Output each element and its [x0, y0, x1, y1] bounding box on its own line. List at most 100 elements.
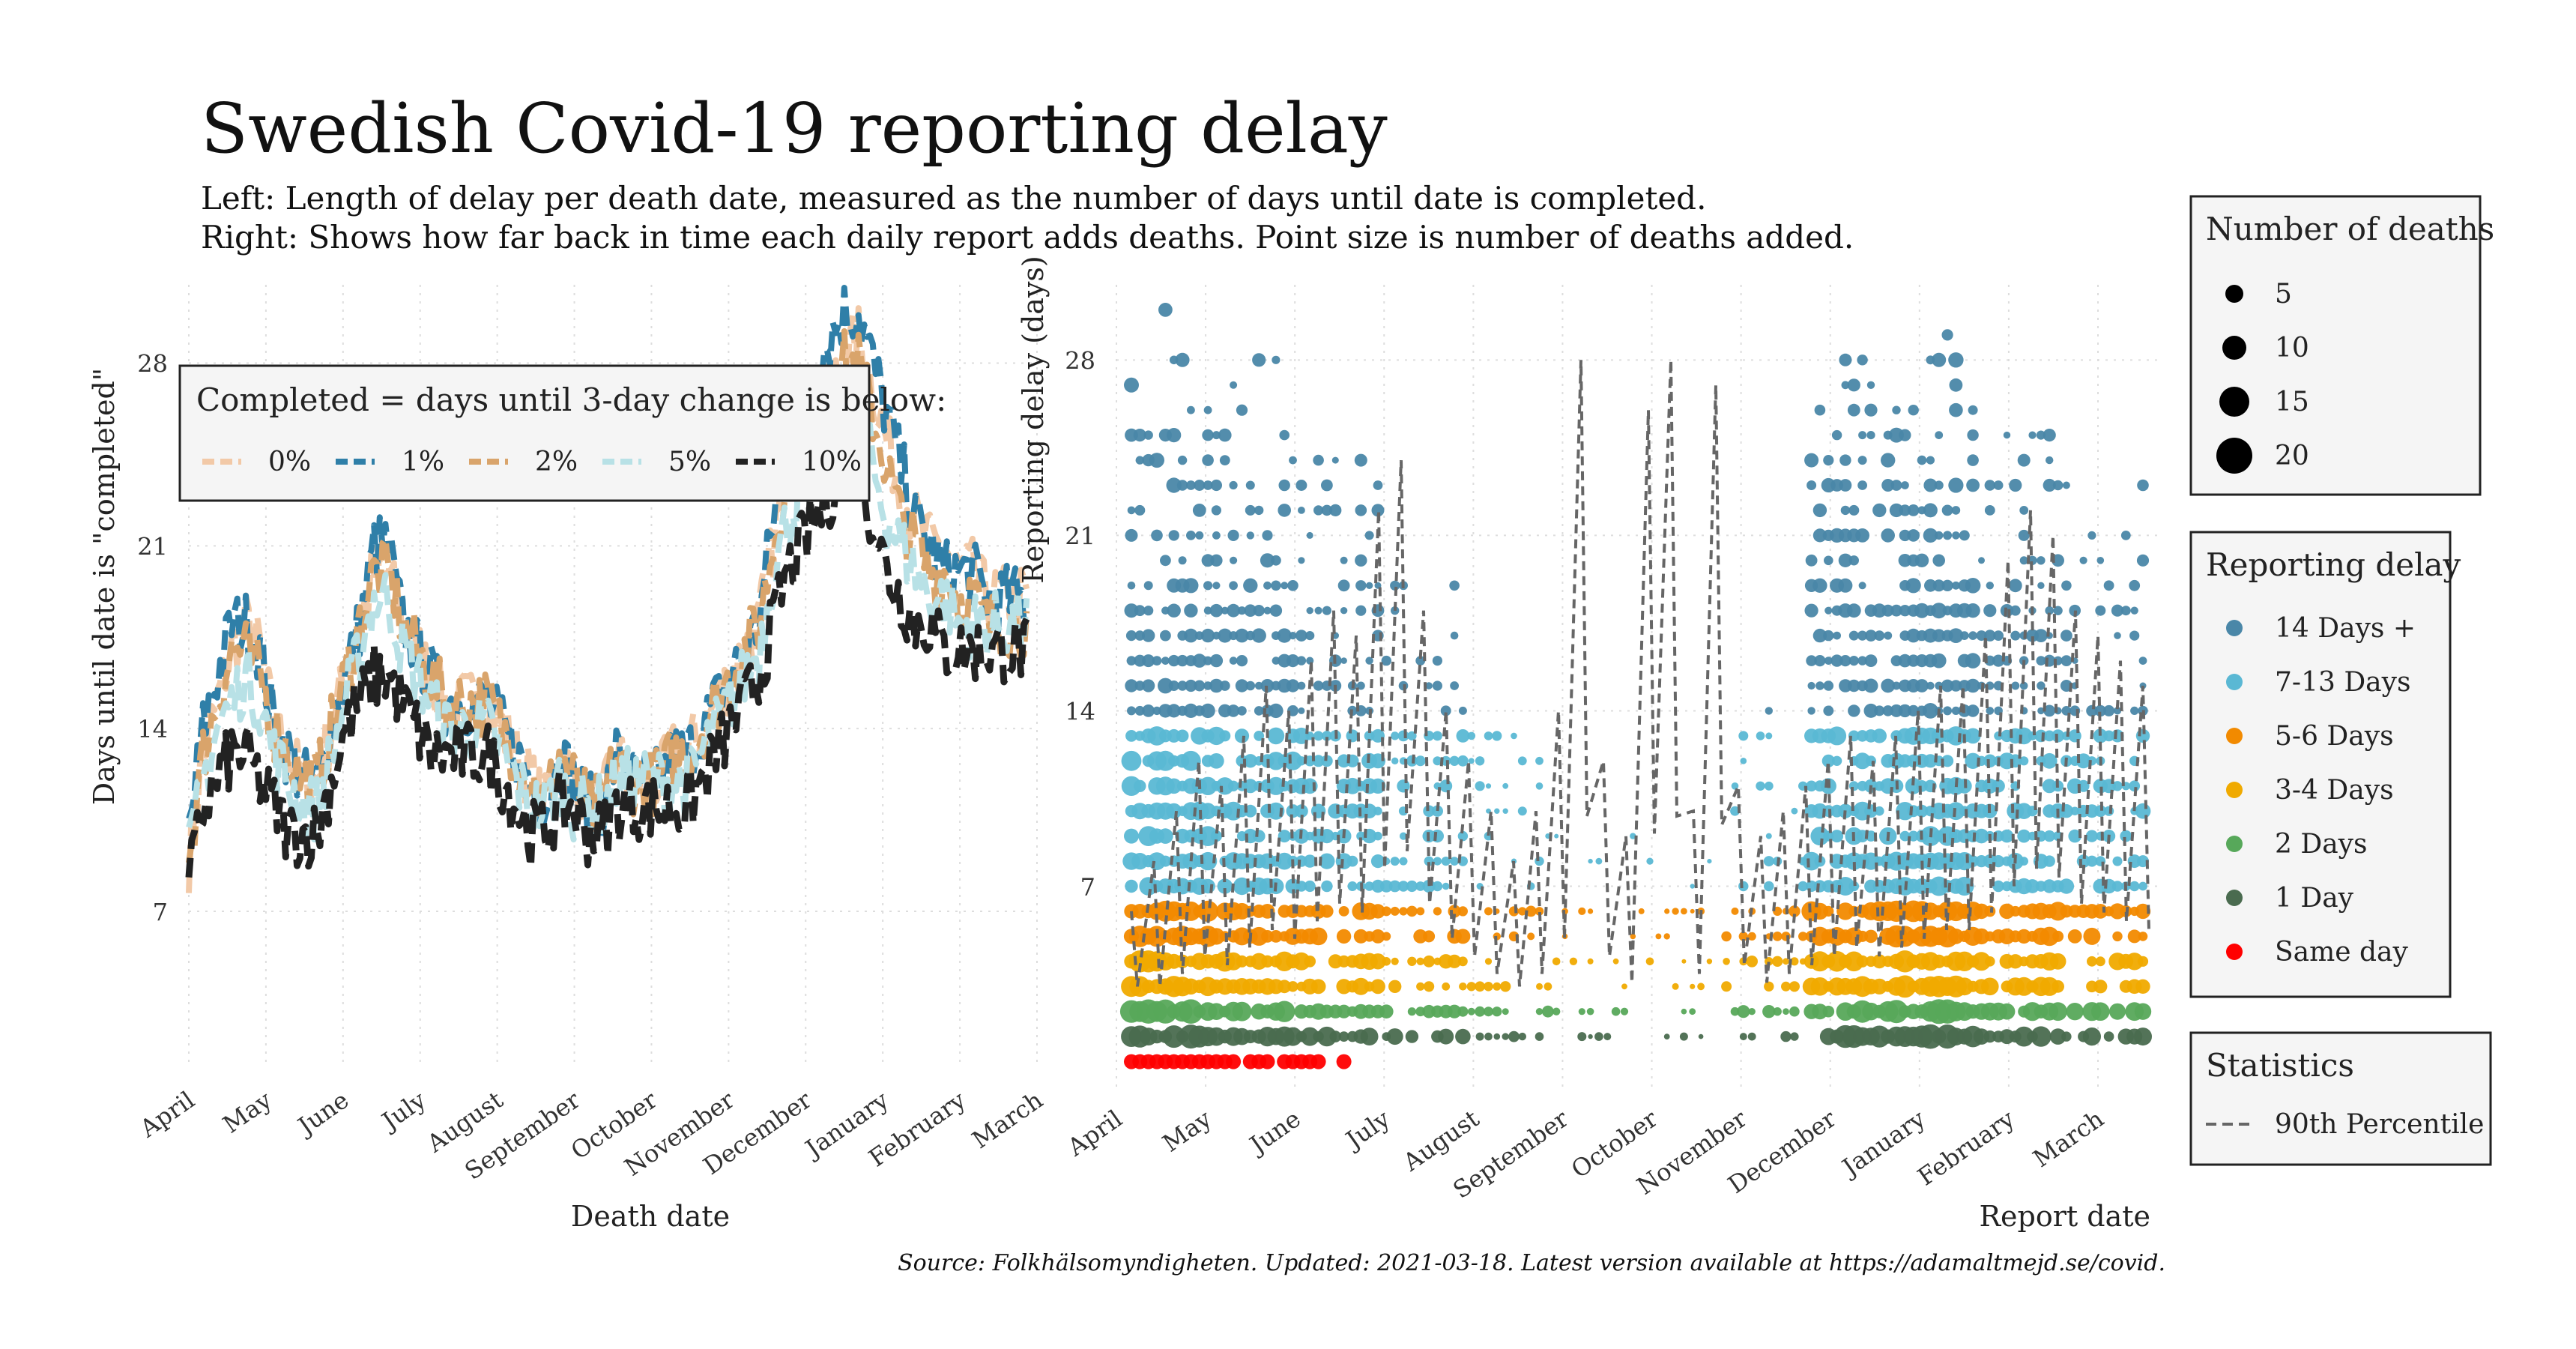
scatter-point	[1992, 855, 2005, 868]
scatter-point	[1298, 507, 1305, 514]
scatter-point	[1872, 603, 1887, 618]
color-legend-label: 2 Days	[2275, 829, 2368, 860]
scatter-point	[1823, 830, 1834, 842]
scatter-point	[1949, 378, 1963, 392]
scatter-point	[1690, 884, 1695, 889]
scatter-point	[2003, 431, 2011, 439]
scatter-point	[1985, 956, 1995, 967]
left-y-tick-label: 7	[153, 898, 168, 926]
series-line-5%	[186, 387, 1030, 843]
scatter-point	[1203, 581, 1213, 591]
scatter-point	[1124, 828, 1139, 844]
scatter-point	[1142, 704, 1155, 717]
scatter-point	[1364, 531, 1374, 540]
scatter-point	[1233, 877, 1251, 896]
scatter-point	[1475, 1032, 1484, 1041]
color-legend-key	[2226, 782, 2243, 798]
scatter-point	[2093, 728, 2108, 743]
size-legend-key	[2222, 336, 2246, 360]
scatter-point	[1747, 1032, 1756, 1041]
scatter-point	[2138, 657, 2147, 665]
left-legend-title: Completed = days until 3-day change is b…	[196, 381, 946, 418]
scatter-point	[1950, 680, 1962, 692]
scatter-point	[1166, 477, 1182, 493]
scatter-point	[1908, 405, 1919, 416]
scatter-point	[1267, 727, 1285, 745]
scatter-point	[1948, 628, 1964, 643]
scatter-point	[2049, 1002, 2068, 1021]
scatter-point	[1924, 579, 1937, 592]
scatter-point	[1192, 504, 1206, 517]
scatter-point	[2130, 706, 2139, 716]
scatter-point	[1219, 680, 1230, 691]
scatter-point	[1245, 504, 1256, 516]
scatter-point	[1347, 881, 1358, 891]
scatter-point	[1899, 504, 1911, 516]
scatter-point	[1298, 707, 1305, 714]
scatter-point	[1340, 607, 1348, 615]
scatter-point	[1295, 905, 1308, 918]
scatter-point	[1611, 1007, 1621, 1016]
scatter-point	[1923, 503, 1938, 518]
scatter-point	[1830, 830, 1844, 843]
scatter-point	[1655, 933, 1662, 940]
scatter-point	[1300, 1027, 1319, 1046]
scatter-point	[1287, 981, 1298, 992]
scatter-point	[1907, 504, 1920, 516]
stats-legend-title: Statistics	[2206, 1047, 2354, 1084]
scatter-point	[1772, 932, 1783, 941]
scatter-point	[1158, 677, 1173, 694]
scatter-point	[1237, 606, 1247, 615]
scatter-point	[1289, 456, 1297, 465]
scatter-point	[1966, 478, 1980, 492]
scatter-point	[1450, 631, 1459, 640]
scatter-point	[1391, 757, 1399, 764]
scatter-point	[1848, 555, 1859, 566]
scatter-point	[1197, 826, 1218, 846]
scatter-point	[1219, 730, 1231, 742]
scatter-point	[2082, 1027, 2101, 1046]
scatter-point	[1723, 958, 1730, 965]
scatter-point	[1955, 852, 1974, 871]
scatter-point	[1455, 1028, 1471, 1045]
scatter-point	[1236, 655, 1248, 667]
scatter-point	[1943, 531, 1953, 540]
right-y-tick-label: 21	[1065, 522, 1095, 550]
size-legend-label: 20	[2275, 441, 2309, 471]
scatter-point	[1306, 531, 1313, 539]
scatter-point	[1839, 353, 1852, 366]
scatter-point	[1143, 581, 1153, 591]
scatter-point	[1932, 554, 1945, 567]
scatter-point	[2016, 803, 2032, 819]
scatter-point	[1134, 705, 1145, 716]
color-legend-title: Reporting delay	[2206, 546, 2461, 583]
scatter-point	[1227, 529, 1239, 542]
scatter-point	[1278, 830, 1291, 843]
scatter-point	[1824, 657, 1833, 665]
scatter-point	[1536, 983, 1543, 990]
scatter-point	[1836, 902, 1854, 920]
scatter-point	[1535, 907, 1544, 916]
scatter-point	[1457, 755, 1469, 767]
scatter-point	[1416, 957, 1424, 966]
scatter-point	[1237, 706, 1247, 716]
scatter-point	[2067, 929, 2082, 944]
scatter-point	[1373, 806, 1382, 815]
scatter-point	[1865, 630, 1877, 642]
scatter-point	[2094, 704, 2106, 717]
scatter-point	[2130, 606, 2138, 615]
color-legend-box	[2189, 531, 2452, 998]
scatter-point	[1433, 857, 1442, 866]
scatter-point	[1838, 578, 1853, 593]
scatter-point	[1748, 1008, 1756, 1015]
scatter-point	[2109, 1003, 2126, 1020]
right-y-tick-label: 28	[1065, 346, 1095, 375]
scatter-point	[1365, 657, 1373, 665]
scatter-point	[1236, 955, 1248, 968]
scatter-point	[1881, 604, 1894, 617]
scatter-point	[1229, 657, 1238, 665]
scatter-point	[1968, 405, 1978, 415]
scatter-point	[1588, 1033, 1593, 1039]
scatter-point	[1405, 1030, 1419, 1043]
scatter-point	[2017, 829, 2031, 843]
